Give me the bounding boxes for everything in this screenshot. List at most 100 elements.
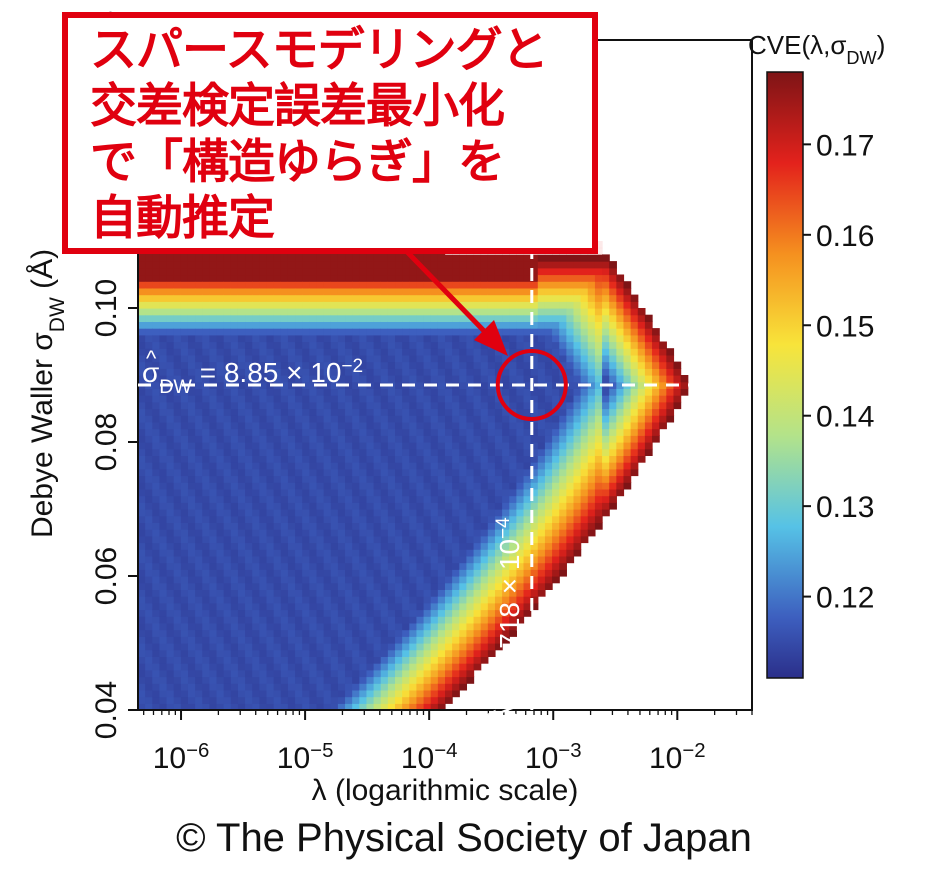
heat-cell bbox=[145, 428, 153, 436]
heat-cell bbox=[202, 509, 210, 517]
heat-cell bbox=[245, 314, 253, 322]
heat-cell bbox=[409, 482, 418, 490]
heat-cell bbox=[187, 442, 196, 450]
heat-cell bbox=[280, 689, 289, 698]
heat-cell bbox=[494, 428, 503, 436]
heat-cell bbox=[259, 663, 268, 671]
heat-cell bbox=[466, 542, 475, 550]
heat-cell bbox=[345, 502, 353, 510]
heat-cell bbox=[287, 428, 296, 436]
heat-cell bbox=[373, 696, 382, 704]
heat-cell bbox=[395, 375, 403, 383]
heat-cell bbox=[323, 401, 332, 410]
heat-cell bbox=[487, 287, 496, 296]
heat-cell bbox=[380, 442, 389, 450]
heat-cell bbox=[223, 582, 232, 590]
heat-cell bbox=[309, 334, 318, 343]
heat-cell bbox=[309, 576, 318, 584]
heat-cell bbox=[473, 475, 482, 483]
heat-cell bbox=[387, 602, 396, 611]
heat-cell bbox=[409, 468, 418, 477]
heat-cell bbox=[437, 354, 446, 363]
heat-cell bbox=[159, 368, 168, 376]
heat-cell bbox=[173, 368, 182, 376]
heat-cell bbox=[380, 435, 389, 443]
heat-cell bbox=[287, 375, 296, 383]
heat-cell bbox=[152, 381, 161, 389]
heat-cell bbox=[145, 261, 153, 269]
heat-cell bbox=[352, 455, 360, 463]
heat-cell bbox=[494, 576, 503, 584]
heat-cell bbox=[273, 703, 282, 711]
heat-cell bbox=[287, 522, 296, 530]
heat-cell bbox=[166, 328, 175, 336]
heat-cell bbox=[473, 656, 482, 664]
heat-cell bbox=[187, 421, 196, 430]
heat-cell bbox=[373, 388, 382, 396]
heat-cell bbox=[209, 274, 218, 282]
heat-cell bbox=[473, 502, 482, 510]
heat-cell bbox=[359, 529, 368, 537]
heat-cell bbox=[202, 602, 210, 611]
heat-cell bbox=[366, 328, 375, 336]
heat-cell bbox=[295, 314, 303, 322]
heat-cell bbox=[309, 301, 318, 309]
heat-cell bbox=[252, 555, 260, 564]
heat-cell bbox=[466, 676, 475, 684]
heat-cell bbox=[395, 703, 403, 711]
heat-cell bbox=[202, 341, 210, 349]
heat-cell bbox=[459, 529, 468, 537]
heat-cell bbox=[209, 401, 218, 410]
heat-cell bbox=[187, 649, 196, 657]
heat-cell bbox=[173, 609, 182, 617]
heat-cell bbox=[423, 281, 432, 289]
heat-cell bbox=[423, 689, 432, 698]
heat-cell bbox=[430, 616, 439, 624]
heat-cell bbox=[295, 636, 303, 644]
heat-cell bbox=[330, 274, 339, 282]
heat-cell bbox=[159, 328, 168, 336]
heat-cell bbox=[195, 415, 203, 423]
heat-cell bbox=[302, 522, 310, 530]
heat-cell bbox=[295, 361, 303, 369]
heat-cell bbox=[395, 281, 403, 289]
heat-cell bbox=[437, 287, 446, 296]
heat-cell bbox=[359, 254, 368, 262]
heat-cell bbox=[452, 348, 460, 356]
heat-cell bbox=[395, 622, 403, 631]
heat-cell bbox=[452, 375, 460, 383]
heat-cell bbox=[316, 328, 325, 336]
heat-cell bbox=[494, 602, 503, 611]
heat-cell bbox=[437, 341, 446, 349]
heat-cell bbox=[452, 475, 460, 483]
heat-cell bbox=[159, 261, 168, 269]
heat-cell bbox=[173, 703, 182, 711]
heat-cell bbox=[287, 562, 296, 570]
heat-cell bbox=[145, 663, 153, 671]
heat-cell bbox=[223, 495, 232, 503]
heat-cell bbox=[152, 341, 161, 349]
heat-cell bbox=[195, 602, 203, 611]
heat-cell bbox=[280, 656, 289, 664]
heat-cell bbox=[195, 254, 203, 262]
heat-cell bbox=[202, 669, 210, 678]
heat-cell bbox=[245, 281, 253, 289]
heat-cell bbox=[466, 482, 475, 490]
heat-cell bbox=[437, 643, 446, 651]
heat-cell bbox=[202, 301, 210, 309]
heat-cell bbox=[138, 629, 146, 637]
heat-cell bbox=[266, 549, 275, 557]
heat-cell bbox=[187, 435, 196, 443]
heat-cell bbox=[395, 562, 403, 570]
heat-cell bbox=[402, 535, 410, 544]
heat-cell bbox=[380, 643, 389, 651]
heat-cell bbox=[209, 562, 218, 570]
heat-cell bbox=[173, 482, 182, 490]
heat-cell bbox=[345, 321, 353, 329]
heat-cell bbox=[195, 468, 203, 477]
heat-cell bbox=[180, 549, 189, 557]
heat-cell bbox=[245, 616, 253, 624]
heat-cell bbox=[287, 582, 296, 590]
heat-cell bbox=[173, 529, 182, 537]
heat-cell bbox=[216, 301, 225, 309]
